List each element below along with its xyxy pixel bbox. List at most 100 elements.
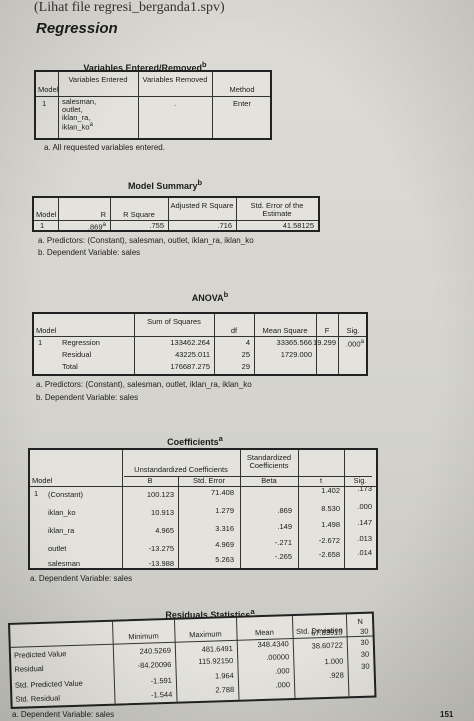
coef-row-t: -2.658 <box>318 550 340 559</box>
res-row-label: Residual <box>14 663 44 674</box>
variables-note-a: a. All requested variables entered. <box>44 143 165 152</box>
coef-row-label: iklan_ra <box>48 526 75 535</box>
residuals-table: Minimum Maximum Mean Std. Deviation N Pr… <box>8 611 377 709</box>
coef-row-b: -13.988 <box>148 559 174 568</box>
coef-row-beta: -.271 <box>274 538 292 547</box>
residuals-title-text: Residuals Statistics <box>165 610 251 620</box>
coef-row-beta: -.265 <box>274 552 292 561</box>
anova-divider-4 <box>316 314 317 374</box>
ms-row-model: 1 <box>40 221 45 230</box>
variables-col-divider-2 <box>138 72 139 138</box>
variables-removed-value: . <box>173 99 177 108</box>
anova-title: ANOVAb <box>180 290 240 303</box>
coefficients-group-rule <box>124 476 372 477</box>
variables-table-title: Variables Entered/Removedb <box>70 60 220 73</box>
file-caption: (Lihat file regresi_berganda1.spv) <box>34 0 225 15</box>
variables-col-divider-1 <box>58 72 59 138</box>
variables-title-sup: b <box>201 60 207 69</box>
ms-row-stderr: 41.58125 <box>282 221 314 230</box>
coef-row-sig: .173 <box>357 484 372 493</box>
res-row-mean: .00000 <box>266 652 290 662</box>
coef-col-model: Model <box>32 476 53 485</box>
anova-row-label: Residual <box>62 350 92 359</box>
anova-divider-1 <box>134 314 135 374</box>
entered-var-4-wrap: iklan_koa <box>62 121 96 131</box>
ms-col-adjusted: Adjusted R Square <box>170 201 234 210</box>
coef-row-sig: .014 <box>357 548 372 557</box>
entered-var-3: iklan_ra, <box>62 112 91 122</box>
coefficients-header-rule <box>30 486 376 487</box>
res-row-max: 481.6491 <box>201 643 234 654</box>
coefficients-title-sup: a <box>218 434 223 443</box>
anova-row-label: Total <box>62 362 78 371</box>
ms-row-r: .869 <box>87 222 103 232</box>
coef-divider-3 <box>240 450 241 568</box>
coef-row-b: -13.275 <box>148 544 174 553</box>
anova-row-ms: 1729.000 <box>280 350 312 359</box>
coef-col-se: Std. Error <box>192 476 226 485</box>
res-row-min: 240.5269 <box>139 645 172 656</box>
res-row-sd: .928 <box>329 670 344 680</box>
ms-row-adjusted: .716 <box>217 221 232 230</box>
variables-col-model: Model <box>38 85 59 94</box>
anova-col-ms: Mean Square <box>262 326 308 335</box>
coef-row-t: 1.498 <box>321 520 340 529</box>
coef-row-se: 3.316 <box>215 524 234 533</box>
coef-row-sig: .000 <box>357 502 372 511</box>
variables-col-entered: Variables Entered <box>68 75 128 84</box>
coef-row-label: (Constant) <box>48 490 84 499</box>
res-col-mean: Mean <box>254 627 274 638</box>
res-col-min: Minimum <box>128 631 159 642</box>
coef-row-t: -2.672 <box>318 536 340 545</box>
ms-row-r-sup: a <box>102 221 106 228</box>
anova-row-df: 29 <box>241 362 250 371</box>
variables-col-removed: Variables Removed <box>142 75 208 84</box>
residuals-note-a: a. Dependent Variable: sales <box>12 710 115 719</box>
res-row-label: Predicted Value <box>13 649 67 660</box>
anova-title-text: ANOVA <box>191 293 224 303</box>
res-row-mean: .000 <box>274 666 290 676</box>
coef-row-sig: .147 <box>357 518 372 527</box>
coefficients-note-a: a. Dependent Variable: sales <box>30 574 133 583</box>
model-summary-divider-4 <box>236 198 237 230</box>
anova-row-sig-sup: a <box>360 338 364 345</box>
coef-col-beta: Beta <box>261 476 277 485</box>
ms-col-r: R <box>100 210 106 219</box>
model-summary-divider-2 <box>110 198 111 230</box>
model-summary-divider-3 <box>168 198 169 230</box>
res-row-label: Std. Predicted Value <box>14 678 83 690</box>
res-row-sd: 1.000 <box>324 656 344 667</box>
coef-divider-1 <box>122 450 123 568</box>
model-summary-title: Model Summaryb <box>110 178 220 191</box>
variables-header-rule <box>36 96 270 97</box>
entered-var-2: outlet, <box>62 104 83 114</box>
coef-row-se: 5.263 <box>215 555 234 564</box>
coef-row-se: 1.279 <box>215 506 234 515</box>
anova-model-number: 1 <box>38 338 43 347</box>
anova-title-sup: b <box>223 290 229 299</box>
anova-row-sig-wrap: .000a <box>340 338 364 348</box>
variables-col-divider-3 <box>212 72 213 138</box>
coef-divider-4 <box>298 450 299 568</box>
res-col-max: Maximum <box>189 629 222 640</box>
anova-row-df: 25 <box>241 350 250 359</box>
coef-col-b: B <box>147 476 153 485</box>
coef-col-t: t <box>319 476 323 485</box>
coef-divider-2 <box>178 476 179 568</box>
model-summary-divider-1 <box>58 198 59 230</box>
variables-col-method: Method <box>229 85 255 94</box>
coef-row-se: 71.408 <box>211 488 234 497</box>
anova-col-ss: Sum of Squares <box>147 317 201 326</box>
model-summary-note-b: b. Dependent Variable: sales <box>38 248 141 257</box>
variables-table: Model Variables Entered Variables Remove… <box>34 70 272 140</box>
res-row-n: 30 <box>359 626 369 636</box>
coef-row-b: 10.913 <box>151 508 174 517</box>
res-row-n: 30 <box>360 649 370 659</box>
variables-entered-list: salesman, outlet, iklan_ra, iklan_koa <box>62 98 96 131</box>
res-row-n: 30 <box>361 661 370 671</box>
res-row-max: 1.964 <box>214 670 234 681</box>
ms-row-rsquare: .755 <box>149 221 164 230</box>
coef-row-b: 4.965 <box>155 526 174 535</box>
anova-col-df: df <box>230 326 238 335</box>
